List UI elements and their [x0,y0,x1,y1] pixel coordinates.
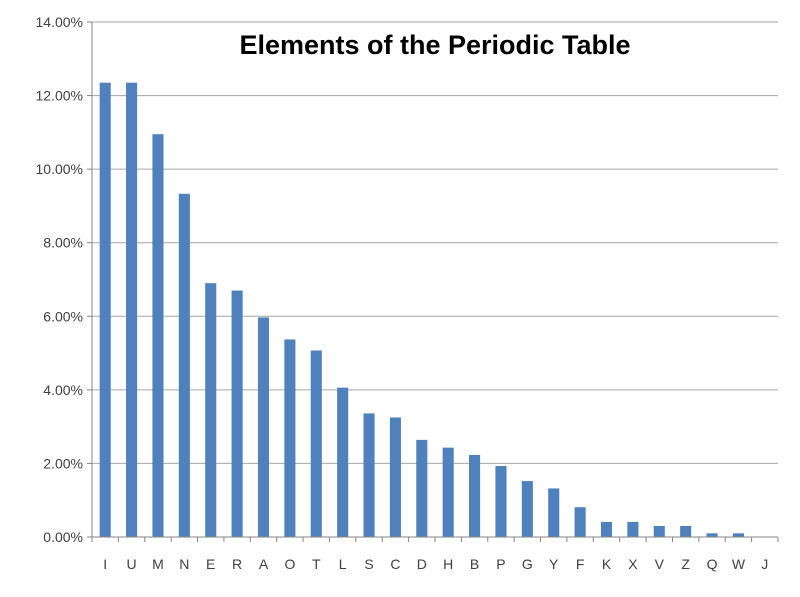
bar-q [706,533,718,537]
y-tick-label: 2.00% [43,455,83,471]
y-tick-label: 12.00% [36,88,83,104]
bar-v [653,525,665,537]
x-tick-label: E [206,556,215,572]
x-tick-label: O [284,556,295,572]
x-tick-label: L [339,556,347,572]
x-tick-label: I [103,556,107,572]
x-tick-label: X [628,556,638,572]
x-tick-label: D [417,556,427,572]
bar-b [469,454,481,537]
bar-h [442,447,454,537]
y-tick-label: 4.00% [43,382,83,398]
x-tick-label: A [259,556,269,572]
x-tick-label: W [732,556,746,572]
x-tick-label: G [522,556,533,572]
y-tick-label: 10.00% [36,161,83,177]
x-tick-label: M [152,556,164,572]
x-tick-label: N [179,556,189,572]
bar-e [205,283,217,537]
bar-x [627,521,639,537]
x-tick-label: Z [681,556,690,572]
x-tick-label: J [761,556,768,572]
bar-m [152,134,164,538]
x-tick-label: P [496,556,505,572]
x-tick-label: Y [549,556,559,572]
bar-i [99,82,111,538]
y-tick-label: 6.00% [43,308,83,324]
bar-p [495,466,507,537]
x-tick-label: Q [707,556,718,572]
x-tick-label: S [364,556,373,572]
bar-l [337,387,349,537]
x-tick-label: K [602,556,612,572]
bar-f [574,507,586,537]
bar-o [284,339,296,537]
axes [87,21,779,542]
x-tick-label: C [390,556,400,572]
x-tick-label: V [655,556,665,572]
bar-t [310,350,322,537]
gridlines [92,21,778,464]
bar-w [732,533,744,537]
x-tick-label: B [470,556,479,572]
x-tick-label: F [576,556,585,572]
bar-y [548,488,560,537]
y-tick-label: 8.00% [43,235,83,251]
x-tick-label: H [443,556,453,572]
x-tick-label: U [127,556,137,572]
y-axis-tick-labels: 0.00% 2.00% 4.00% 6.00% 8.00% 10.00% 12.00% 14.… [36,14,83,545]
bar-u [126,82,138,538]
bar-c [389,417,401,537]
x-tick-label: R [232,556,242,572]
bar-d [416,439,428,537]
bar-n [178,193,190,537]
bar-r [231,290,243,537]
x-tick-label: T [312,556,321,572]
y-tick-label: 14.00% [36,14,83,30]
bars [99,82,744,538]
bar-s [363,413,375,537]
bar-a [257,317,270,537]
bar-z [680,525,692,537]
bar-g [521,481,533,537]
y-tick-label: 0.00% [43,529,83,545]
bar-k [600,521,613,537]
